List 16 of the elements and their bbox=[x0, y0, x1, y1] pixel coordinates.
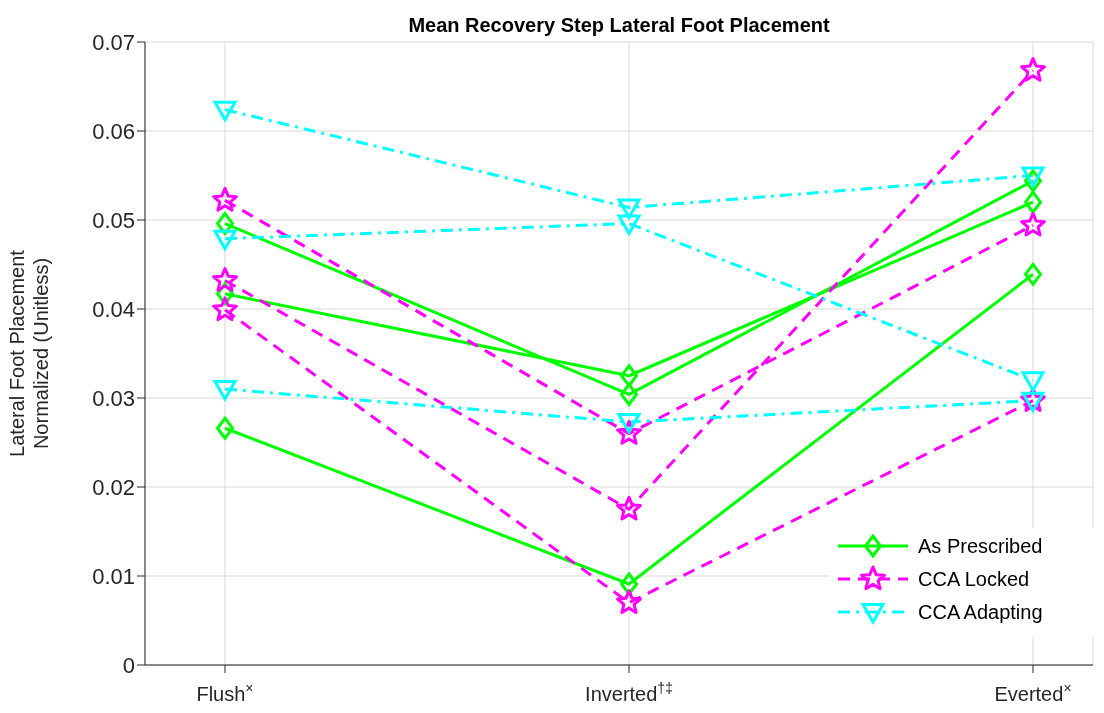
legend-label: As Prescribed bbox=[918, 535, 1043, 557]
y-tick-label: 0.01 bbox=[92, 563, 135, 589]
y-tick-label: 0.07 bbox=[92, 29, 135, 55]
x-tick-label: Flush$^{×}$ bbox=[196, 680, 254, 705]
y-tick-label: 0.06 bbox=[92, 118, 135, 144]
x-tick-label: Everted$^{×}$ bbox=[994, 680, 1072, 705]
legend-label: CCA Locked bbox=[918, 568, 1030, 590]
x-tick-label: Inverted$^{†‡}$ bbox=[585, 680, 673, 705]
y-axis-title: Lateral Foot Placement Normalized (Unitless) bbox=[6, 249, 52, 457]
y-tick-label: 0.02 bbox=[92, 474, 135, 500]
y-tick-label: 0.05 bbox=[92, 207, 135, 233]
y-tick-label: 0.03 bbox=[92, 385, 135, 411]
chart-title: Mean Recovery Step Lateral Foot Placement bbox=[407, 14, 831, 37]
y-tick-label: 0 bbox=[122, 652, 135, 678]
y-tick-label: 0.04 bbox=[92, 296, 135, 322]
legend-label: CCA Adapting bbox=[918, 601, 1043, 623]
